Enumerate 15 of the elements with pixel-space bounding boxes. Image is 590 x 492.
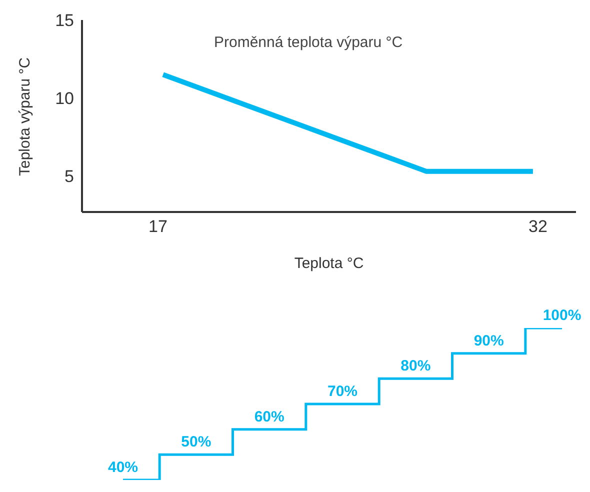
y-axis-title: Teplota výparu °C	[16, 57, 34, 176]
text: Proměnná teplota výparu °C	[214, 34, 403, 51]
data-label: 80%	[400, 358, 431, 375]
data-label: 40%	[108, 459, 138, 476]
x-tick-label: 17	[148, 217, 168, 236]
data-label: 100%	[542, 307, 582, 324]
y-tick-label: 15	[55, 11, 74, 30]
data-label: 70%	[327, 383, 358, 400]
data-label: 90%	[474, 332, 504, 350]
y-tick-label: 10	[55, 89, 74, 108]
data-label: 50%	[181, 434, 212, 451]
x-axis-title: Teplota °C	[294, 255, 364, 272]
x-tick-label: 32	[528, 217, 548, 236]
y-tick-label: 5	[64, 167, 74, 186]
data-label: 60%	[254, 408, 284, 426]
